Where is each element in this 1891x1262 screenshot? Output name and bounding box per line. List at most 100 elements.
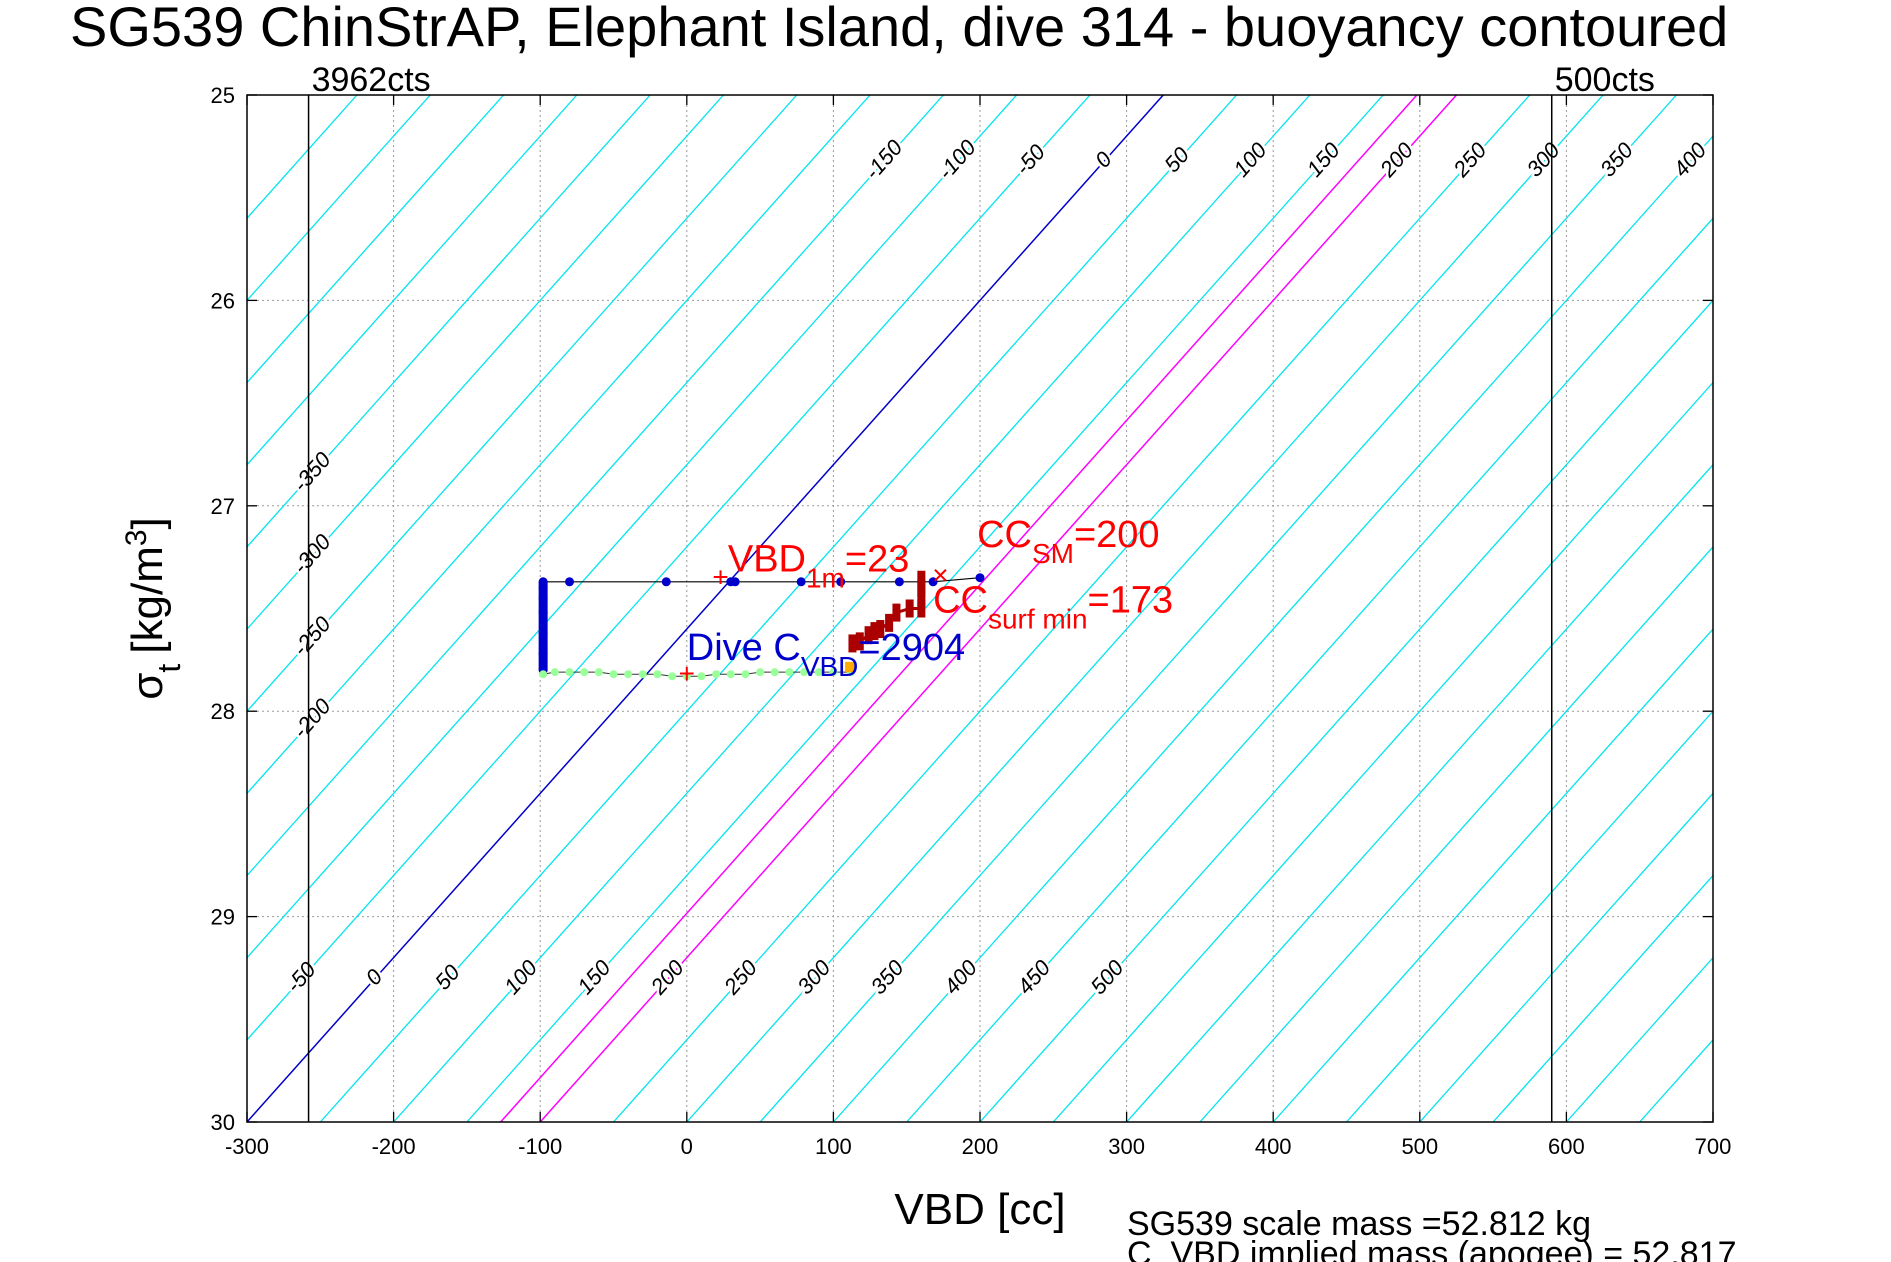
series-climb-point [565,668,574,677]
vbd-limit-label: 3962cts [312,61,431,99]
series-dive-point [928,577,938,587]
y-axis-label: σt[kg/m3] [120,517,188,700]
contour-line-highlight [539,95,1458,1122]
contour-label-bottom: 350 [866,955,910,1000]
annotation-main: Dive C [687,627,801,669]
annotation-cc-sm: CCSM=200 [977,514,1159,569]
contour-line [247,95,1018,959]
series-dive-point [661,577,671,587]
annotation-sub: 1m [806,562,845,593]
y-tick-label: 28 [211,699,235,724]
contour-line [393,95,1311,1122]
contour-label-top: 350 [1595,137,1639,182]
series-dive-point [730,577,740,587]
series-climb-point [829,668,838,677]
series-climb-point [726,670,735,679]
annotation-tail: =2904 [858,627,965,669]
contour-line [1272,628,1713,1122]
contour-line [247,95,505,384]
y-tick-label: 29 [211,905,235,930]
series-climb-point [609,670,618,679]
series-apogee-point [892,603,901,622]
series-climb-point [697,672,706,681]
y-axis-label-close: ] [123,517,172,529]
contour-line [1346,710,1713,1122]
contour-label-bottom: 300 [792,955,836,1000]
series-apogee-point [885,613,894,632]
series-apogee-point [917,570,926,589]
data-layer [538,570,985,681]
contour-line [247,95,798,713]
series-apogee-point [905,599,914,618]
y-tick-label: 25 [211,83,235,108]
series-climb-point [712,670,721,679]
series-climb-point [770,668,779,677]
series-apogee-point [848,634,857,653]
contour-label-bottom: 500 [1085,955,1129,1000]
x-tick-label: -200 [372,1134,416,1159]
annotation-tail: =23 [845,539,909,581]
annotation-cc-surf-min: CCsurf min=173 [933,580,1173,635]
series-dive-point [538,649,548,659]
contour-label-left: -300 [288,529,336,579]
contour-label-top: -150 [859,134,907,184]
y-tick-label: 30 [211,1110,235,1135]
contour-line [247,95,1091,1041]
x-tick-label: 600 [1548,1134,1585,1159]
x-tick-label: 400 [1255,1134,1292,1159]
contour-line [1419,792,1713,1122]
y-tick-label: 26 [211,288,235,313]
series-apogee-point [876,620,885,639]
contour-line [247,95,651,548]
annotation-tail: =200 [1074,514,1160,556]
footer-implied-mass: C_VBD implied mass (apogee) = 52.817 [1127,1235,1737,1262]
contour-line [247,95,431,302]
contour-label-top: 300 [1522,137,1566,182]
annotation-tail: =173 [1088,580,1174,622]
series-dive-point [538,608,548,618]
x-tick-label: 300 [1108,1134,1145,1159]
series-apogee-point [855,632,864,651]
contour-label-top: -50 [1010,139,1050,180]
x-axis-label: VBD [cc] [894,1185,1065,1234]
contour-line [1052,381,1713,1122]
series-climb-point [800,668,809,677]
contour-line [832,135,1713,1122]
x-tick-label: 200 [962,1134,999,1159]
series-climb-point [624,670,633,679]
contour-line [979,299,1713,1122]
annotation-sub: surf min [988,603,1088,634]
contour-line [1639,1038,1713,1122]
y-tick-label: 27 [211,494,235,519]
contour-label-top: 50 [1159,142,1194,177]
series-dive-point [975,573,985,583]
annotation-dive-cvbd: Dive CVBD=2904 [687,627,965,682]
contour-label-top: 150 [1302,137,1346,182]
contour-label-left: -350 [288,446,336,496]
contour-line [1126,463,1713,1122]
contour-line [247,95,944,877]
contour-line [686,95,1604,1122]
contour-label-bottom: 50 [430,959,465,994]
chart-title: SG539 ChinStrAP, Elephant Island, dive 3… [70,0,1729,58]
series-apogee-point [870,622,879,641]
series-apogee-point [917,599,926,618]
contour-label-left: -250 [288,611,336,661]
footer-implied-mass-text: C_VBD implied mass (apogee) = 52.817 [1127,1235,1737,1262]
series-apogee-point [917,589,926,608]
series-climb-point [814,668,823,677]
series-climb-line [543,671,851,677]
contour-line-highlight [500,95,1418,1122]
contour-line-highlight [247,95,1164,1122]
annotation-main: CC [933,580,988,622]
contour-label-bottom: 250 [718,955,762,1000]
series-dive-point [538,583,548,593]
contour-label-bottom: -50 [281,956,321,997]
marker: + [712,562,728,593]
contour-line [1199,545,1713,1122]
contour-label-bottom: 450 [1012,955,1056,1000]
series-climb-point [638,670,647,679]
y-axis-label-unit: [kg/m [123,546,172,654]
contour-label-top: 100 [1228,137,1272,182]
